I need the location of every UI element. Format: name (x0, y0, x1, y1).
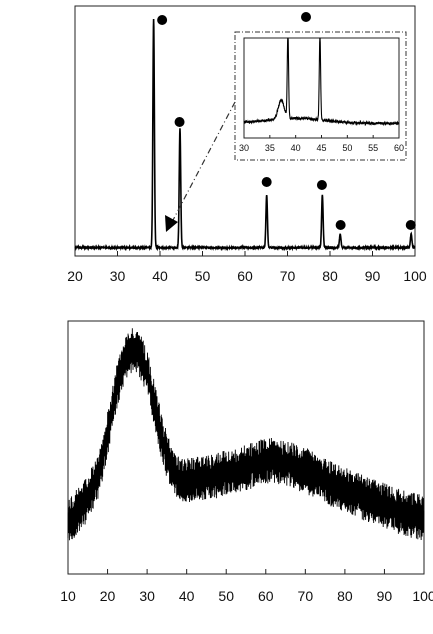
inset-x-tick-label: 60 (394, 143, 404, 153)
aluminum-peak-marker (406, 220, 416, 230)
panel-a: 20 30 40 50 60 70 80 90 100 30 35 40 45 50 55 60 (67, 6, 427, 284)
panel-b-x-tick-label: 40 (179, 588, 195, 604)
panel-a-x-tick-label: 20 (67, 268, 83, 284)
inset-x-tick-label: 50 (342, 143, 352, 153)
panel-b-x-tick-label: 60 (258, 588, 274, 604)
inset-x-tick-label: 55 (368, 143, 378, 153)
aluminum-peak-marker (157, 15, 167, 25)
inset-x-tick-label: 35 (265, 143, 275, 153)
aluminum-peak-marker (262, 177, 272, 187)
panel-a-x-tick-label: 90 (365, 268, 381, 284)
panel-b-x-tick-label: 90 (377, 588, 393, 604)
panel-a-x-tick-label: 40 (152, 268, 168, 284)
panel-b-x-tick-label: 100 (412, 588, 433, 604)
aluminum-peak-marker (317, 180, 327, 190)
pointer-arrow-head (165, 215, 178, 232)
panel-a-x-tick-label: 50 (195, 268, 211, 284)
panel-a-x-tick-label: 80 (322, 268, 338, 284)
inset-x-tick-label: 30 (239, 143, 249, 153)
panel-b-x-tick-label: 30 (139, 588, 155, 604)
panel-a-inset: 30 35 40 45 50 55 60 (235, 32, 406, 160)
panel-a-x-tick-label: 30 (110, 268, 126, 284)
inset-x-tick-label: 45 (316, 143, 326, 153)
panel-a-x-tick-label: 60 (237, 268, 253, 284)
panel-a-x-tick-label: 100 (403, 268, 427, 284)
panel-b: 10 20 30 40 50 60 70 80 90 100 (60, 321, 433, 604)
aluminum-peak-marker (336, 220, 346, 230)
panel-b-x-tick-label: 20 (100, 588, 116, 604)
panel-a-legend (301, 12, 311, 22)
panel-b-x-tick-label: 70 (298, 588, 314, 604)
legend-circle-marker (301, 12, 311, 22)
inset-x-tick-label: 40 (291, 143, 301, 153)
aluminum-peak-marker (175, 117, 185, 127)
panel-a-x-tick-label: 70 (280, 268, 296, 284)
panel-a-x-tick-labels: 20 30 40 50 60 70 80 90 100 (67, 268, 427, 284)
panel-b-x-tick-label: 50 (218, 588, 234, 604)
panel-b-x-tick-labels: 10 20 30 40 50 60 70 80 90 100 (60, 588, 433, 604)
panel-a-x-ticks (75, 251, 415, 256)
panel-b-x-tick-label: 10 (60, 588, 76, 604)
panel-b-x-ticks (68, 569, 424, 574)
panel-b-x-tick-label: 80 (337, 588, 353, 604)
panel-b-amorphous-pattern-line (68, 328, 424, 540)
